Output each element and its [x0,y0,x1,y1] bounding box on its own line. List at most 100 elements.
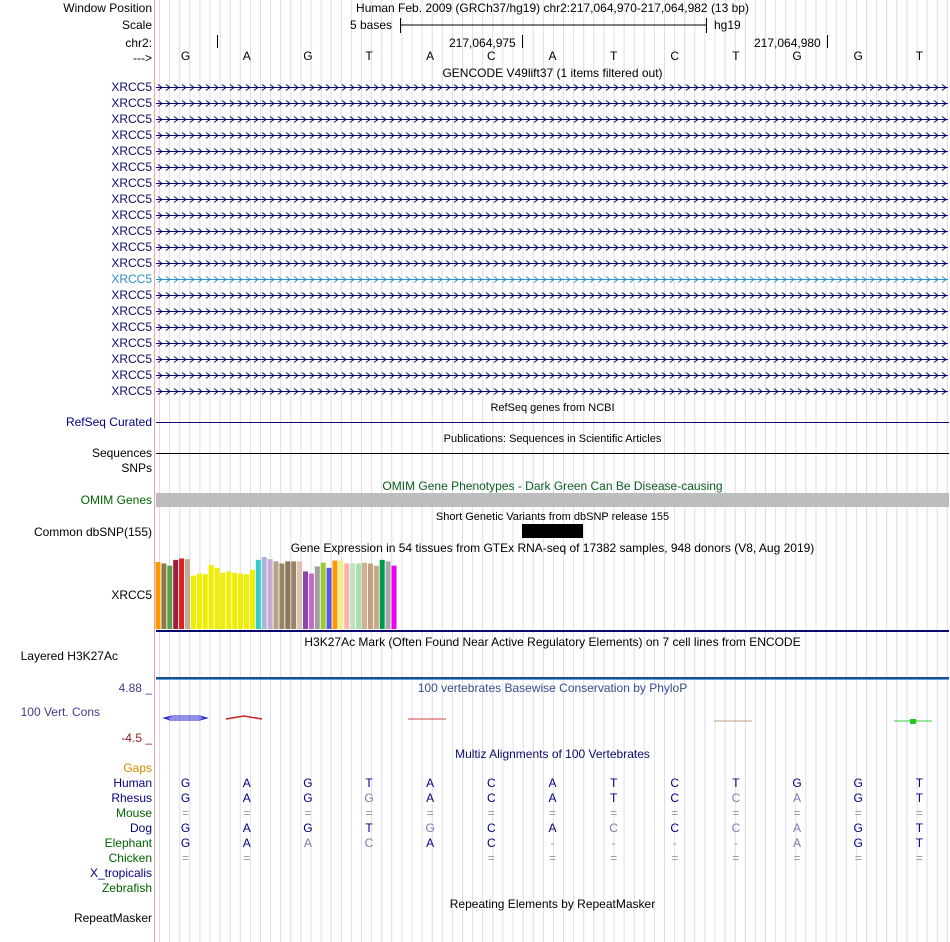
gencode-transcript-line[interactable] [156,177,948,189]
gencode-transcript-label[interactable]: XRCC5 [111,176,152,190]
gencode-transcript-label[interactable]: XRCC5 [111,304,152,318]
multiz-species-label[interactable]: Mouse [115,806,152,820]
gencode-transcript-line[interactable] [156,305,948,317]
gtex-tissue-bar[interactable] [303,571,308,629]
gtex-tissue-bar[interactable] [238,573,244,629]
gtex-tissue-bar[interactable] [362,562,367,629]
h3k27ac-track-title[interactable]: H3K27Ac Mark (Often Found Near Active Re… [304,635,801,649]
gtex-tissue-bar[interactable] [179,558,185,629]
gencode-transcript-label[interactable]: XRCC5 [111,160,152,174]
gencode-transcript-label[interactable]: XRCC5 [111,240,152,254]
gtex-tissue-bar[interactable] [202,574,208,629]
gencode-transcript-line[interactable] [156,161,948,173]
gtex-tissue-bar[interactable] [220,572,226,629]
gencode-transcript-label[interactable]: XRCC5 [111,80,152,94]
gencode-transcript-label[interactable]: XRCC5 [111,272,152,286]
gencode-transcript-line[interactable] [156,289,948,301]
gtex-tissue-bar[interactable] [385,561,391,629]
multiz-species-label[interactable]: Human [113,776,152,790]
gencode-transcript-line[interactable] [156,97,948,109]
gencode-transcript-label[interactable]: XRCC5 [111,112,152,126]
gtex-tissue-bar[interactable] [261,557,267,629]
gtex-tissue-bar[interactable] [255,559,261,629]
phylop-label[interactable]: 100 Vert. Cons [20,705,100,719]
multiz-species-label[interactable]: Rhesus [111,791,152,805]
gtex-tissue-bar[interactable] [320,562,326,629]
gencode-transcript-label[interactable]: XRCC5 [111,208,152,222]
gencode-transcript-line[interactable] [156,113,948,125]
gtex-tissue-bar[interactable] [367,563,373,629]
gtex-tissue-bar[interactable] [196,573,202,629]
gencode-transcript-line[interactable] [156,241,948,253]
gtex-tissue-bar[interactable] [232,572,238,629]
gencode-transcript-label[interactable]: XRCC5 [111,144,152,158]
gtex-tissue-bar[interactable] [285,561,291,629]
gencode-transcript-line[interactable] [156,193,948,205]
gencode-transcript-label[interactable]: XRCC5 [111,192,152,206]
repeatmasker-label[interactable]: RepeatMasker [73,911,152,925]
gtex-tissue-bar[interactable] [190,575,196,629]
gtex-tissue-bar[interactable] [326,567,332,629]
gencode-transcript-line[interactable] [156,145,948,157]
gtex-tissue-bar[interactable] [379,559,385,629]
multiz-gaps-label[interactable]: Gaps [123,761,152,775]
gtex-label[interactable]: XRCC5 [111,588,152,602]
gencode-transcript-line[interactable] [156,321,948,333]
gencode-transcript-line[interactable] [156,353,948,365]
gencode-transcript-label[interactable]: XRCC5 [111,384,152,398]
phylop-track-title[interactable]: 100 vertebrates Basewise Conservation by… [417,681,688,695]
gtex-tissue-bar[interactable] [185,559,190,629]
gtex-tissue-bar[interactable] [249,569,255,629]
gtex-tissue-bar[interactable] [297,561,303,629]
gtex-tissue-bar[interactable] [155,562,161,629]
gencode-transcript-line[interactable] [156,129,948,141]
gencode-transcript-line[interactable] [156,369,948,381]
gencode-transcript-line[interactable] [156,209,948,221]
multiz-species-label[interactable]: Zebrafish [101,881,152,895]
h3k27ac-signal-line[interactable] [156,677,949,679]
gtex-tissue-bar[interactable] [350,563,356,629]
position-title[interactable]: Human Feb. 2009 (GRCh37/hg19) chr2:217,0… [356,1,749,15]
gtex-tissue-bar[interactable] [273,561,279,629]
h3k27ac-label[interactable]: Layered H3K27Ac [20,649,118,663]
gtex-tissue-bar[interactable] [208,564,214,629]
gtex-tissue-bar[interactable] [214,567,220,629]
gencode-transcript-label[interactable]: XRCC5 [111,128,152,142]
gtex-tissue-bar[interactable] [308,573,314,629]
gtex-tissue-bar[interactable] [391,565,397,629]
gtex-tissue-bar[interactable] [279,563,285,629]
gtex-tissue-bar[interactable] [173,559,179,629]
multiz-species-label[interactable]: Chicken [108,851,152,865]
gtex-tissue-bar[interactable] [344,563,350,629]
gencode-transcript-line[interactable] [156,273,948,285]
gtex-tissue-bar[interactable] [373,565,379,629]
gencode-transcript-label[interactable]: XRCC5 [111,336,152,350]
gencode-transcript-label[interactable]: XRCC5 [111,368,152,382]
gtex-tissue-bar[interactable] [338,560,344,629]
gtex-track-title[interactable]: Gene Expression in 54 tissues from GTEx … [290,541,815,555]
multiz-track-title[interactable]: Multiz Alignments of 100 Vertebrates [455,747,650,761]
gtex-tissue-bar[interactable] [244,574,249,629]
multiz-species-label[interactable]: Dog [129,821,152,835]
snps-label[interactable]: SNPs [121,461,152,475]
gencode-transcript-label[interactable]: XRCC5 [111,288,152,302]
omim-label[interactable]: OMIM Genes [80,493,152,507]
gencode-transcript-label[interactable]: XRCC5 [111,96,152,110]
sequences-label[interactable]: Sequences [91,446,152,460]
dbsnp-variant[interactable] [522,524,583,538]
refseq-gene-line[interactable] [156,422,949,423]
dbsnp-label[interactable]: Common dbSNP(155) [33,525,152,539]
publications-line[interactable] [156,453,949,454]
gencode-transcript-label[interactable]: XRCC5 [111,256,152,270]
gtex-tissue-bar[interactable] [226,571,232,629]
repeatmasker-track-title[interactable]: Repeating Elements by RepeatMasker [449,897,656,911]
refseq-track-title[interactable]: RefSeq genes from NCBI [490,402,615,414]
gencode-transcript-label[interactable]: XRCC5 [111,320,152,334]
omim-track-title[interactable]: OMIM Gene Phenotypes - Dark Green Can Be… [382,479,723,493]
gtex-tissue-bar[interactable] [314,566,320,629]
gencode-transcript-line[interactable] [156,225,948,237]
gtex-tissue-bar[interactable] [291,561,297,629]
